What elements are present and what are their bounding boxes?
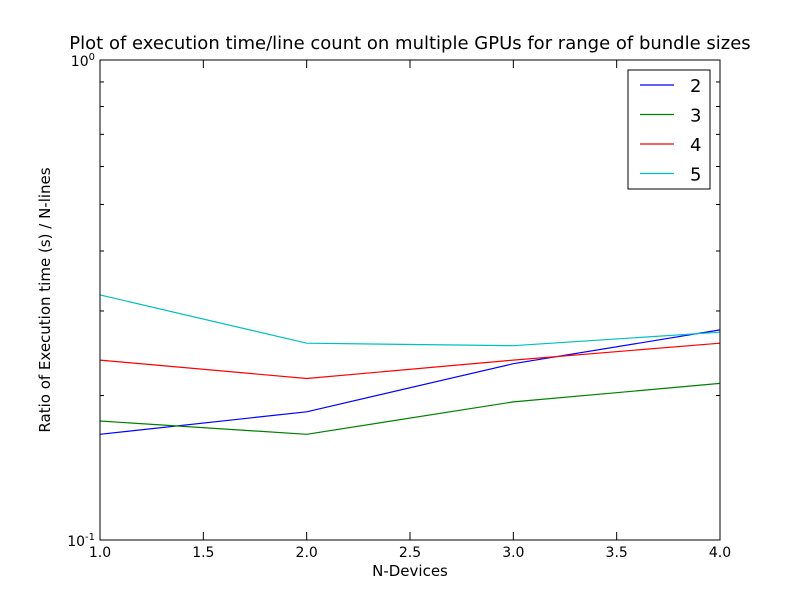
legend: 2 3 4 5 — [627, 69, 711, 190]
legend-box — [627, 69, 711, 190]
plot-frame — [99, 59, 721, 541]
series-line-2 — [99, 329, 721, 435]
x-tick-label: 2.0 — [296, 545, 318, 561]
legend-label-3: 3 — [690, 106, 701, 127]
x-tick-label: 4.0 — [709, 545, 731, 561]
series-layer — [99, 294, 721, 435]
y-tick-label-base: 10 — [67, 534, 85, 550]
y-tick-label: 10-1 — [67, 532, 95, 550]
series-line-5 — [99, 294, 721, 347]
legend-label-5: 5 — [690, 165, 701, 186]
y-tick-label-base: 10 — [71, 54, 89, 70]
y-tick-label-exponent: -1 — [85, 532, 95, 543]
x-tick-label: 3.5 — [606, 545, 628, 561]
x-tick-label: 3.0 — [502, 545, 524, 561]
series-line-4 — [99, 342, 721, 380]
x-tick-label: 1.0 — [89, 545, 111, 561]
x-axis-ticks: 1.0 1.5 2.0 2.5 3.0 3.5 4.0 — [89, 60, 731, 561]
x-tick-label: 2.5 — [399, 545, 421, 561]
y-tick-label-exponent: 0 — [89, 52, 95, 63]
y-axis-label: Ratio of Execution time (s) / N-lines — [36, 167, 54, 432]
x-tick-label: 1.5 — [192, 545, 214, 561]
legend-label-2: 2 — [690, 76, 701, 97]
y-tick-label: 100 — [71, 52, 95, 70]
x-axis-label: N-Devices — [372, 562, 448, 580]
legend-label-4: 4 — [690, 135, 701, 156]
chart-title: Plot of execution time/line count on mul… — [69, 33, 750, 54]
series-line-3 — [99, 382, 721, 435]
